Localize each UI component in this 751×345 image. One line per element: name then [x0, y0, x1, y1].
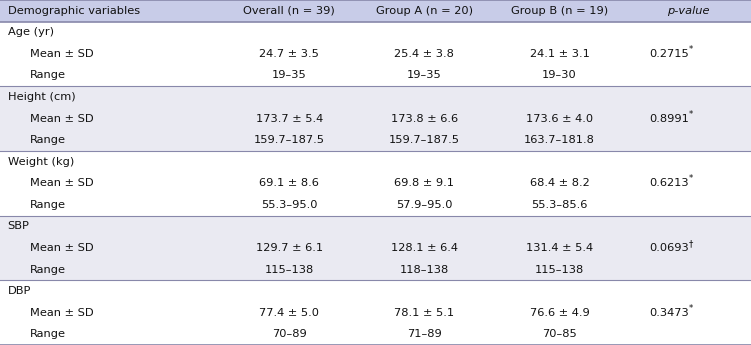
Text: p-value: p-value	[668, 6, 710, 16]
Text: Mean ± SD: Mean ± SD	[30, 49, 94, 59]
Text: 57.9–95.0: 57.9–95.0	[396, 200, 453, 210]
Text: 159.7–187.5: 159.7–187.5	[389, 135, 460, 145]
Text: 71–89: 71–89	[407, 329, 442, 339]
Text: 19–35: 19–35	[272, 70, 306, 80]
Text: 173.6 ± 4.0: 173.6 ± 4.0	[526, 114, 593, 124]
Bar	[0, 21, 751, 86]
Text: 163.7–181.8: 163.7–181.8	[524, 135, 595, 145]
Text: 118–138: 118–138	[400, 265, 449, 275]
Text: Group A (n = 20): Group A (n = 20)	[376, 6, 473, 16]
Text: Mean ± SD: Mean ± SD	[30, 308, 94, 318]
Text: 173.8 ± 6.6: 173.8 ± 6.6	[391, 114, 458, 124]
Text: 19–30: 19–30	[542, 70, 577, 80]
Text: 0.3473: 0.3473	[649, 308, 689, 318]
Text: Group B (n = 19): Group B (n = 19)	[511, 6, 608, 16]
Text: 129.7 ± 6.1: 129.7 ± 6.1	[255, 243, 323, 253]
Text: 76.6 ± 4.9: 76.6 ± 4.9	[529, 308, 590, 318]
Text: Range: Range	[30, 200, 66, 210]
Text: Mean ± SD: Mean ± SD	[30, 178, 94, 188]
Text: Range: Range	[30, 70, 66, 80]
Text: Mean ± SD: Mean ± SD	[30, 243, 94, 253]
Bar	[0, 0, 751, 21]
Text: 115–138: 115–138	[535, 265, 584, 275]
Text: 70–89: 70–89	[272, 329, 306, 339]
Bar	[0, 280, 751, 345]
Text: *: *	[689, 110, 693, 119]
Text: 115–138: 115–138	[264, 265, 314, 275]
Text: Age (yr): Age (yr)	[8, 27, 53, 37]
Text: 25.4 ± 3.8: 25.4 ± 3.8	[394, 49, 454, 59]
Text: Weight (kg): Weight (kg)	[8, 157, 74, 167]
Text: 0.2715: 0.2715	[649, 49, 689, 59]
Text: 159.7–187.5: 159.7–187.5	[254, 135, 324, 145]
Text: 0.8991: 0.8991	[649, 114, 689, 124]
Text: 19–35: 19–35	[407, 70, 442, 80]
Text: *: *	[689, 304, 693, 313]
Text: †: †	[689, 239, 693, 248]
Bar	[0, 151, 751, 216]
Bar	[0, 216, 751, 280]
Text: 77.4 ± 5.0: 77.4 ± 5.0	[259, 308, 319, 318]
Text: 24.7 ± 3.5: 24.7 ± 3.5	[259, 49, 319, 59]
Text: 55.3–95.0: 55.3–95.0	[261, 200, 318, 210]
Text: 128.1 ± 6.4: 128.1 ± 6.4	[391, 243, 458, 253]
Text: Overall (n = 39): Overall (n = 39)	[243, 6, 335, 16]
Bar	[0, 86, 751, 151]
Text: 0.6213: 0.6213	[649, 178, 689, 188]
Text: *: *	[689, 45, 693, 54]
Text: 173.7 ± 5.4: 173.7 ± 5.4	[255, 114, 323, 124]
Text: *: *	[689, 174, 693, 183]
Text: Demographic variables: Demographic variables	[8, 6, 140, 16]
Text: 0.0693: 0.0693	[649, 243, 689, 253]
Text: 69.8 ± 9.1: 69.8 ± 9.1	[394, 178, 454, 188]
Text: 70–85: 70–85	[542, 329, 577, 339]
Text: DBP: DBP	[8, 286, 31, 296]
Text: SBP: SBP	[8, 221, 29, 231]
Text: 78.1 ± 5.1: 78.1 ± 5.1	[394, 308, 454, 318]
Text: Range: Range	[30, 329, 66, 339]
Text: 55.3–85.6: 55.3–85.6	[531, 200, 588, 210]
Text: 69.1 ± 8.6: 69.1 ± 8.6	[259, 178, 319, 188]
Text: 131.4 ± 5.4: 131.4 ± 5.4	[526, 243, 593, 253]
Text: Range: Range	[30, 265, 66, 275]
Text: 24.1 ± 3.1: 24.1 ± 3.1	[529, 49, 590, 59]
Text: Height (cm): Height (cm)	[8, 92, 75, 102]
Text: Range: Range	[30, 135, 66, 145]
Text: Mean ± SD: Mean ± SD	[30, 114, 94, 124]
Text: 68.4 ± 8.2: 68.4 ± 8.2	[529, 178, 590, 188]
